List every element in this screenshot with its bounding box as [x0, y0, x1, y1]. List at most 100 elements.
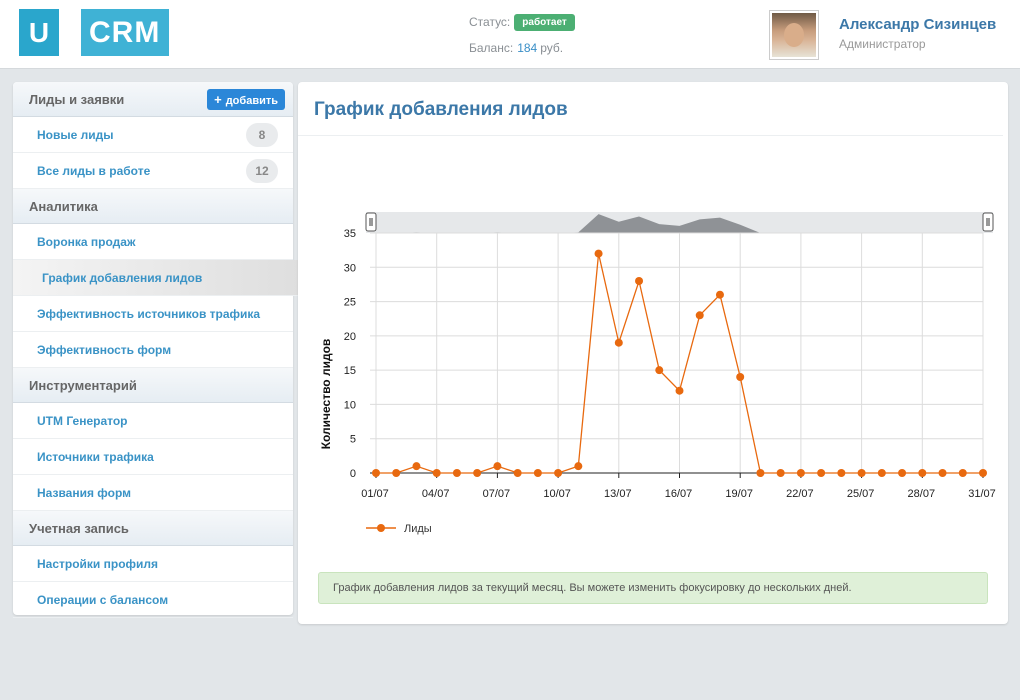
x-tick-label: 19/07: [725, 488, 753, 500]
data-point: [756, 469, 765, 477]
logo[interactable]: U CRM: [19, 9, 169, 56]
legend-label-leads: Лиды: [404, 523, 432, 535]
sidebar-item-form-names[interactable]: Названия форм: [13, 475, 293, 511]
data-point: [432, 469, 441, 477]
data-point: [452, 469, 461, 477]
data-point: [594, 249, 603, 258]
x-tick-label: 22/07: [786, 488, 814, 500]
navigator-track: [366, 212, 993, 233]
add-lead-button[interactable]: + добавить: [207, 89, 285, 110]
data-point: [392, 469, 401, 477]
top-header: U CRM Статус: работает Баланс: 184 руб. …: [0, 0, 1020, 69]
divider: [298, 135, 1003, 136]
data-point: [614, 338, 623, 347]
data-point: [574, 462, 583, 471]
x-tick-label: 10/07: [543, 488, 571, 500]
main-panel: График добавления лидов 0 5 10 15 20 25 30 35 0…: [298, 82, 1008, 624]
chart-legend[interactable]: Лиды: [366, 523, 432, 535]
navigator-handle-left: [365, 212, 377, 232]
chart-navigator[interactable]: [365, 212, 994, 233]
sidebar-section-tools: Инструментарий: [13, 368, 293, 403]
account-status: Статус: работает Баланс: 184 руб.: [469, 13, 575, 57]
sidebar-item-leads-chart[interactable]: График добавления лидов: [13, 260, 313, 296]
plus-icon: +: [214, 92, 222, 107]
sidebar-item-profile-settings[interactable]: Настройки профиля: [13, 546, 293, 582]
y-tick-label: 15: [344, 365, 356, 377]
data-point: [715, 290, 724, 299]
x-tick-labels: 01/07 04/07 07/07 10/07 13/07 16/07 19/07 22/07…: [361, 488, 996, 500]
user-name[interactable]: Александр Сизинцев: [839, 16, 997, 33]
y-axis-label: Количество лидов: [319, 339, 333, 450]
data-point: [979, 469, 987, 477]
logo-u: U: [19, 9, 59, 56]
data-point: [938, 469, 947, 477]
data-point: [695, 311, 704, 320]
data-point: [372, 469, 380, 477]
y-tick-label: 10: [344, 399, 356, 411]
page-title: График добавления лидов: [314, 99, 568, 120]
sidebar: Лиды и заявки + добавить Новые лиды 8 Все…: [13, 82, 313, 618]
avatar[interactable]: [769, 10, 819, 60]
data-point: [554, 469, 563, 477]
data-point: [857, 469, 866, 477]
x-tick-label: 07/07: [483, 488, 511, 500]
user-role: Администратор: [839, 37, 926, 51]
chart-series: [372, 249, 987, 477]
sidebar-item-form-efficiency[interactable]: Эффективность форм: [13, 332, 293, 368]
y-tick-label: 0: [350, 468, 356, 480]
leads-chart: 0 5 10 15 20 25 30 35 01/07 04/07 07/07 10/07 13/07…: [319, 212, 996, 535]
sidebar-item-new-leads[interactable]: Новые лиды 8: [13, 117, 293, 153]
x-tick-label: 28/07: [908, 488, 936, 500]
count-badge: 12: [246, 159, 278, 183]
navigator-handle-right: [982, 212, 994, 232]
count-badge: 8: [246, 123, 278, 147]
sidebar-item-utm-generator[interactable]: UTM Генератор: [13, 403, 293, 439]
sidebar-item-sales-funnel[interactable]: Воронка продаж: [13, 224, 293, 260]
data-point: [736, 373, 745, 381]
data-point: [493, 462, 502, 471]
data-point: [655, 366, 664, 375]
status-label: Статус:: [469, 15, 511, 29]
data-point: [837, 469, 846, 477]
navigator-area: [376, 214, 983, 233]
y-tick-label: 5: [350, 434, 356, 446]
sidebar-item-traffic-sources[interactable]: Источники трафика: [13, 439, 293, 475]
sidebar-item-traffic-efficiency[interactable]: Эффективность источников трафика: [13, 296, 293, 332]
data-point: [877, 469, 886, 477]
y-tick-labels: 0 5 10 15 20 25 30 35: [344, 228, 356, 480]
x-tick-label: 04/07: [422, 488, 450, 500]
data-point: [513, 469, 522, 477]
data-point: [675, 386, 684, 395]
logo-crm: CRM: [89, 16, 161, 49]
sidebar-item-all-leads[interactable]: Все лиды в работе 12: [13, 153, 293, 189]
x-tick-label: 13/07: [604, 488, 632, 500]
data-point: [473, 469, 482, 477]
sidebar-section-analytics: Аналитика: [13, 189, 293, 224]
balance-value: 184: [517, 41, 538, 55]
data-point: [796, 469, 805, 477]
legend-marker: [377, 524, 385, 532]
sidebar-section-account: Учетная запись: [13, 511, 293, 546]
data-point: [635, 277, 644, 285]
y-tick-label: 25: [344, 297, 356, 309]
sidebar-section-leads: Лиды и заявки + добавить: [13, 82, 293, 117]
balance-label: Баланс:: [469, 41, 514, 55]
balance-currency: руб.: [540, 41, 564, 55]
data-point: [776, 469, 785, 477]
sidebar-item-balance-operations[interactable]: Операции с балансом: [13, 582, 293, 618]
x-tick-label: 01/07: [361, 488, 389, 500]
data-point: [898, 469, 907, 477]
data-point: [918, 469, 927, 477]
x-tick-label: 31/07: [968, 488, 996, 500]
y-tick-label: 20: [344, 331, 356, 343]
data-point: [958, 469, 967, 477]
info-alert: График добавления лидов за текущий месяц…: [318, 572, 988, 604]
y-tick-label: 30: [344, 262, 356, 274]
x-tick-label: 25/07: [847, 488, 875, 500]
data-point: [817, 469, 826, 477]
x-tick-label: 16/07: [665, 488, 693, 500]
chart-grid: [370, 232, 984, 478]
data-point: [533, 469, 542, 477]
y-tick-label: 35: [344, 228, 356, 240]
status-badge: работает: [514, 13, 575, 31]
